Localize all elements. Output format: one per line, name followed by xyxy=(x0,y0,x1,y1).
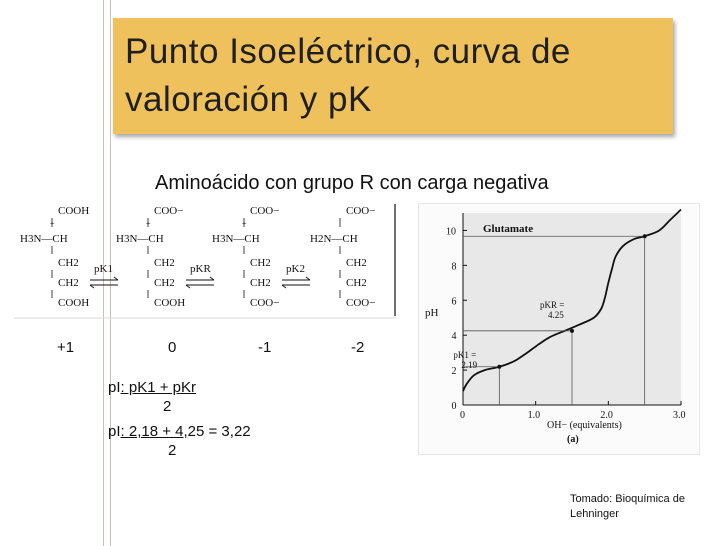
charge-4: -2 xyxy=(351,339,365,356)
y-tick-label: 8 xyxy=(452,261,457,272)
pk-point xyxy=(497,364,502,369)
species-1-r2: CH2 xyxy=(58,277,79,289)
x-tick-label: 1.0 xyxy=(528,410,541,421)
species-3-charge: + xyxy=(242,219,247,228)
species-2-r1: CH2 xyxy=(154,257,175,269)
species-4-r1: CH2 xyxy=(346,257,367,269)
x-tick-label: 0 xyxy=(460,410,465,421)
pi-formula-line-3: pI: 2,18 + 4,25 = 3,22 xyxy=(108,423,251,440)
y-tick-label: 2 xyxy=(452,366,457,377)
pi-label-1: pI xyxy=(108,379,121,396)
pk-point xyxy=(642,234,647,239)
pk-label-name: pKR = xyxy=(540,300,564,310)
pi-formula-3-underlined: : 2,18 + 4, xyxy=(120,423,188,440)
pk-label-name: pK1 = xyxy=(453,350,476,360)
pi-formula-line-2: 2 xyxy=(163,398,172,415)
pk-point xyxy=(570,328,574,333)
species-4-top: COO− xyxy=(346,205,375,217)
title-box: Punto Isoeléctrico, curva de valoración … xyxy=(113,18,673,134)
species-4-amine: H2N—CH xyxy=(310,233,358,245)
subtitle: Aminoácido con grupo R con carga negativ… xyxy=(155,172,549,194)
species-3: COO− + H3N—CH CH2 CH2 COO− xyxy=(212,205,279,309)
species-4: COO− H2N—CH CH2 CH2 COO− xyxy=(310,205,375,309)
species-1-r1: CH2 xyxy=(58,257,79,269)
species-2-r2: CH2 xyxy=(154,277,175,289)
decorative-rule-right xyxy=(110,0,111,546)
species-1-top: COOH xyxy=(58,205,89,217)
decorative-rule-left xyxy=(103,0,104,546)
pk-label-value: 2.19 xyxy=(461,360,477,370)
species-2: COO− + H3N—CH CH2 CH2 COOH xyxy=(116,205,185,309)
credit-line-2: Lehninger xyxy=(570,508,619,520)
species-1-amine: H3N—CH xyxy=(20,233,68,245)
species-2-top: COO− xyxy=(154,205,183,217)
pi-formula-line-4: 2 xyxy=(168,442,177,459)
species-2-charge: + xyxy=(146,219,151,228)
species-4-bottom: COO− xyxy=(346,297,375,309)
species-1-bottom: COOH xyxy=(58,297,89,309)
title-line-2: valoración y pK xyxy=(125,80,372,119)
species-1: COOH + H3N—CH CH2 CH2 COOH xyxy=(20,205,89,309)
species-2-bottom: COOH xyxy=(154,297,185,309)
pk-label-value: 9.67 xyxy=(637,204,653,205)
credit-line-1: Tomado: Bioquímica de xyxy=(570,493,685,505)
x-tick-label: 3.0 xyxy=(673,410,686,421)
equilibrium-2-label: pKR xyxy=(190,263,211,275)
x-axis-label: OH− (equivalents) xyxy=(547,420,622,431)
species-3-bottom: COO− xyxy=(250,297,279,309)
equilibrium-3: pK2 xyxy=(281,263,311,289)
pk-label-value: 4.25 xyxy=(548,310,564,320)
pi-label-2: pI xyxy=(108,423,121,440)
chart-title: Glutamate xyxy=(483,223,533,235)
equilibrium-2: pKR xyxy=(185,263,215,289)
y-tick-label: 6 xyxy=(452,296,457,307)
equilibrium-3-label: pK2 xyxy=(286,263,305,275)
charge-1: +1 xyxy=(57,339,75,356)
x-tick-label: 2.0 xyxy=(600,410,613,421)
species-3-top: COO− xyxy=(250,205,279,217)
species-4-r2: CH2 xyxy=(346,277,367,289)
charge-2: 0 xyxy=(168,339,177,356)
pi-formula-3-rest: 25 = 3,22 xyxy=(187,423,251,440)
y-tick-label: 4 xyxy=(452,331,457,342)
y-tick-label: 0 xyxy=(452,401,457,412)
pi-formula-line-1: pI: pK1 + pKr xyxy=(108,379,196,396)
panel-label: (a) xyxy=(567,434,579,445)
species-3-amine: H3N—CH xyxy=(212,233,260,245)
species-3-r2: CH2 xyxy=(250,277,271,289)
species-1-charge: + xyxy=(50,219,55,228)
ionization-scheme: COOH + H3N—CH CH2 CH2 COOH COO− + H3N—CH… xyxy=(14,204,396,319)
species-3-r1: CH2 xyxy=(250,257,271,269)
y-axis-label: pH xyxy=(425,307,439,319)
title-line-1: Punto Isoeléctrico, curva de xyxy=(125,32,571,71)
y-tick-label: 10 xyxy=(446,226,456,237)
pi-formula-1: : pK1 + pKr xyxy=(120,379,196,396)
equilibrium-1: pK1 xyxy=(89,263,119,289)
charge-3: -1 xyxy=(258,339,272,356)
equilibrium-1-label: pK1 xyxy=(94,263,113,275)
species-2-amine: H3N—CH xyxy=(116,233,164,245)
